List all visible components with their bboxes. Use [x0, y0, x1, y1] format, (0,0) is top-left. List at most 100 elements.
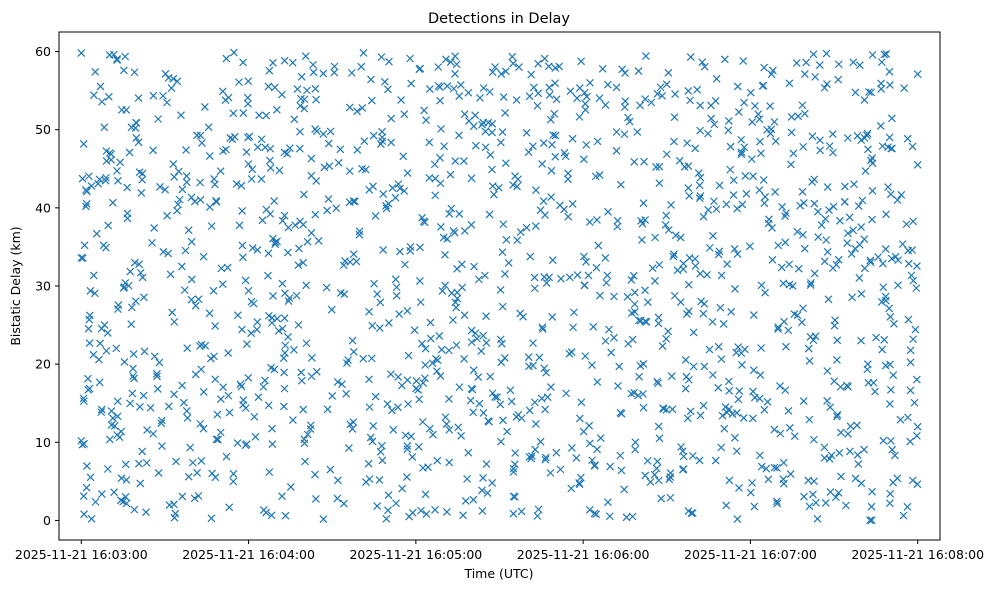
data-point-marker [416, 64, 425, 73]
data-point-marker [581, 105, 590, 114]
data-point-marker [391, 275, 400, 284]
data-point-marker [584, 271, 593, 280]
data-point-marker [568, 199, 577, 208]
x-tick-label: 2025-11-21 16:06:00 [517, 547, 650, 562]
data-point-marker [82, 185, 90, 194]
data-point-marker [788, 282, 797, 290]
data-point-marker [300, 435, 309, 444]
data-point-marker [184, 226, 193, 235]
data-point-marker [670, 250, 678, 259]
data-point-marker [903, 502, 912, 511]
data-point-marker [181, 246, 190, 255]
data-point-marker [457, 260, 466, 269]
data-point-marker [456, 81, 465, 89]
data-point-marker [431, 191, 440, 200]
data-point-marker [906, 358, 915, 367]
data-point-marker [825, 206, 833, 215]
data-point-marker [823, 396, 832, 405]
data-point-marker [595, 94, 604, 103]
data-point-marker [224, 391, 233, 400]
data-point-marker [777, 263, 786, 272]
data-point-marker [280, 211, 289, 220]
data-point-marker [612, 146, 621, 155]
data-point-marker [436, 179, 445, 188]
data-point-marker [601, 336, 610, 345]
data-point-marker [530, 398, 539, 407]
data-point-marker [125, 148, 134, 157]
data-point-marker [445, 394, 453, 403]
data-point-marker [211, 375, 220, 384]
data-point-marker [833, 336, 842, 345]
data-point-marker [601, 101, 610, 110]
data-point-marker [524, 148, 533, 157]
data-point-marker [457, 431, 466, 440]
data-point-marker [478, 486, 486, 495]
data-point-marker [92, 229, 101, 238]
data-point-marker [244, 99, 252, 108]
data-point-marker [860, 134, 869, 142]
data-point-marker [128, 389, 137, 398]
data-point-marker [630, 288, 639, 297]
data-point-marker [633, 128, 642, 136]
data-point-marker [810, 269, 819, 278]
data-point-marker [233, 439, 242, 448]
data-point-marker [82, 462, 91, 471]
data-point-marker [815, 61, 824, 70]
data-point-marker [290, 345, 298, 354]
data-point-marker [733, 82, 742, 91]
data-point-marker [591, 172, 600, 181]
data-point-marker [726, 142, 735, 151]
data-point-marker [449, 84, 458, 93]
data-point-marker [779, 458, 788, 467]
data-point-marker [261, 143, 270, 152]
data-point-marker [395, 310, 404, 319]
data-point-marker [180, 286, 189, 295]
data-point-marker [121, 278, 130, 287]
data-point-marker [704, 206, 713, 214]
data-point-marker [693, 85, 702, 94]
data-point-marker [700, 362, 709, 371]
data-point-marker [551, 131, 560, 140]
data-point-marker [509, 59, 518, 68]
data-point-marker [607, 348, 616, 357]
data-point-marker [134, 138, 143, 147]
data-point-marker [460, 110, 469, 119]
data-point-marker [912, 375, 921, 384]
data-point-marker [365, 403, 374, 412]
data-point-marker [879, 283, 888, 292]
data-point-marker [908, 246, 917, 255]
data-point-marker [898, 240, 907, 249]
data-point-marker [436, 153, 444, 162]
data-point-marker [392, 283, 401, 292]
data-point-marker [596, 434, 605, 442]
data-point-marker [486, 372, 495, 381]
data-point-marker [840, 182, 849, 191]
data-point-marker [358, 104, 367, 112]
data-point-marker [324, 195, 333, 203]
data-point-marker [798, 101, 807, 110]
data-point-marker [500, 354, 509, 362]
data-point-marker [866, 258, 875, 267]
data-point-marker [623, 292, 632, 301]
data-point-marker [187, 237, 196, 246]
data-point-marker [565, 349, 574, 358]
data-point-marker [488, 389, 497, 398]
data-point-marker [104, 221, 113, 230]
data-point-marker [854, 460, 863, 468]
data-point-marker [528, 142, 537, 151]
data-point-marker [194, 295, 203, 304]
data-point-marker [516, 228, 525, 236]
data-point-marker [703, 270, 711, 279]
data-point-marker [503, 427, 512, 436]
data-point-marker [445, 209, 454, 218]
data-point-marker [855, 61, 864, 70]
data-point-marker [283, 149, 292, 158]
data-point-marker [173, 206, 181, 215]
data-point-marker [296, 127, 304, 136]
data-point-marker [196, 195, 205, 204]
data-point-marker [654, 422, 663, 431]
data-point-marker [511, 172, 520, 181]
data-point-marker [488, 119, 497, 128]
data-point-marker [123, 214, 132, 223]
data-point-marker [541, 211, 549, 219]
